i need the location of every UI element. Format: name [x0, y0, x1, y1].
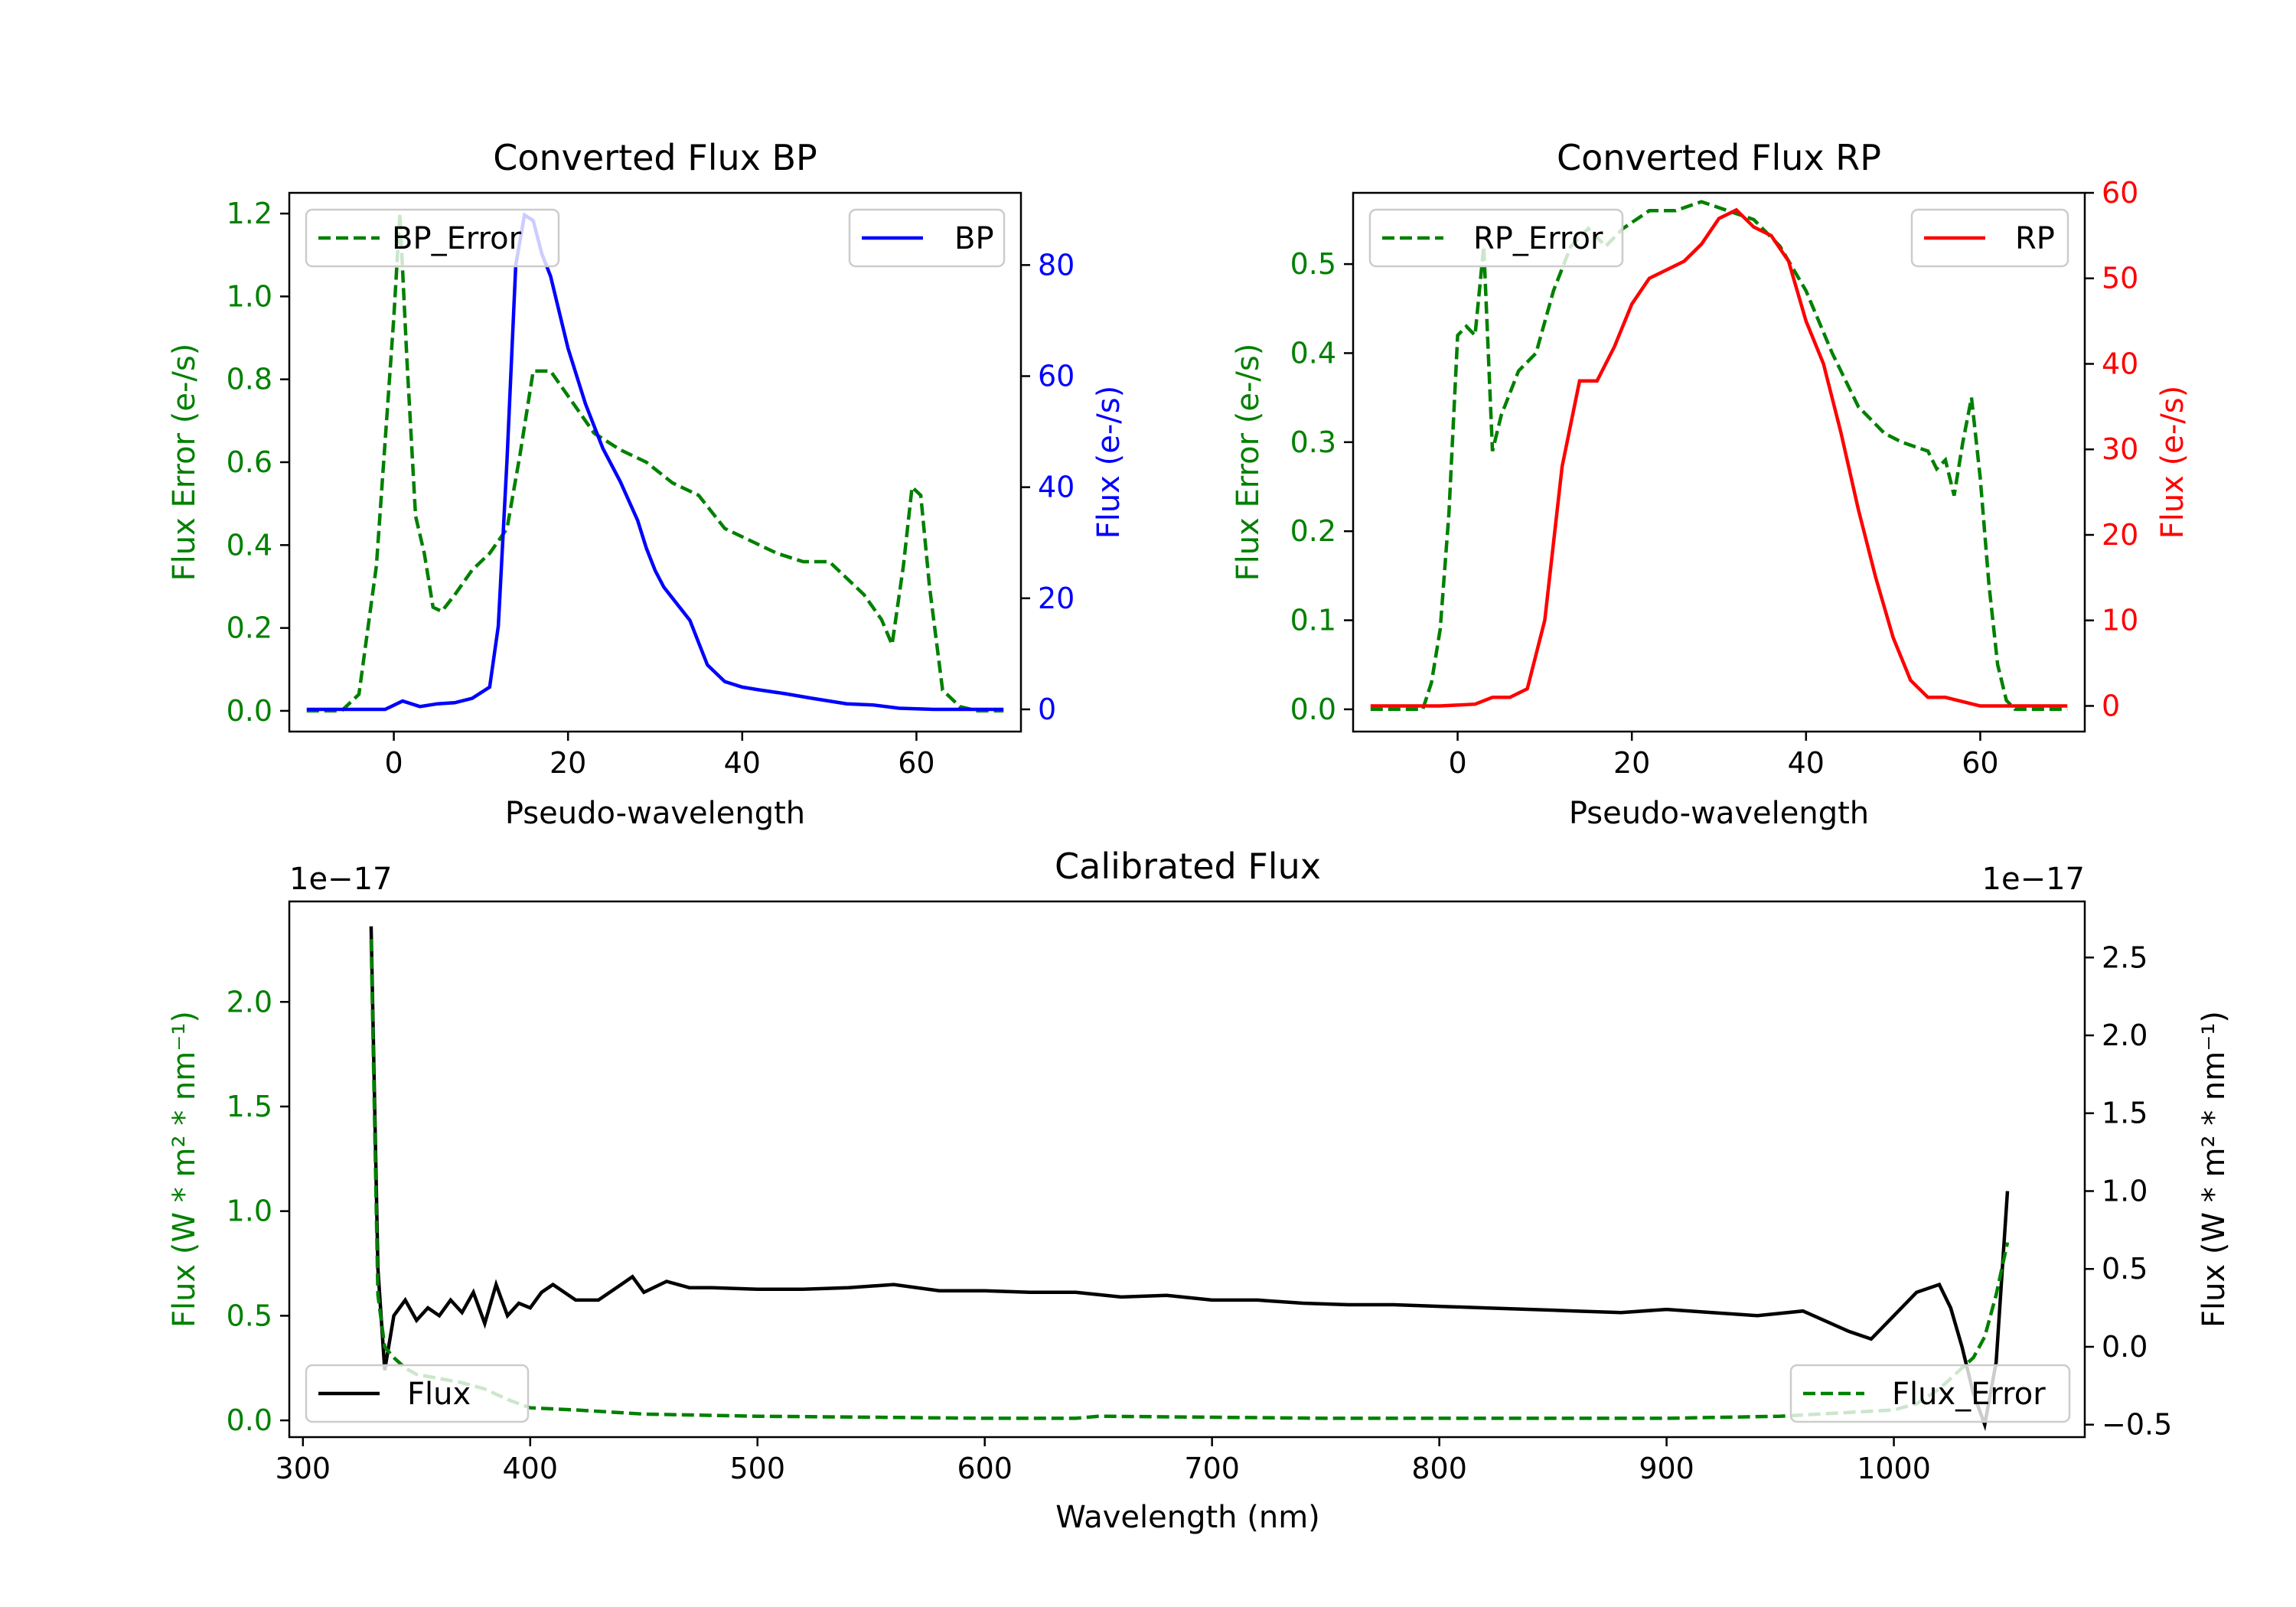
- bp-xtick-label: 40: [724, 746, 761, 780]
- rp-xtick-label: 0: [1448, 746, 1466, 780]
- rp-ytick-right-label: 0: [2102, 689, 2120, 722]
- calibrated-xtick-label: 400: [503, 1452, 559, 1485]
- chart-bp-ylabel-right: Flux (e-/s): [1091, 386, 1127, 539]
- rp-legend: RP: [1910, 208, 2069, 268]
- flux-error-legend-label: Flux_Error: [1892, 1377, 2046, 1412]
- calibrated-ytick-right-label: 0.5: [2102, 1252, 2148, 1286]
- calibrated-flux-line: [369, 926, 2010, 1432]
- calibrated-xtick-label: 700: [1184, 1452, 1240, 1485]
- bp-ytick-right-label: 20: [1038, 582, 1075, 615]
- rp-ytick-left-label: 0.0: [1290, 693, 1336, 726]
- rp-ytick-right-label: 60: [2102, 176, 2138, 210]
- chart-calibrated: Calibrated Flux 1e−17 1e−17 300 400 500 600…: [167, 846, 2232, 1535]
- calibrated-ytick-left-label: 0.5: [227, 1299, 272, 1332]
- rp-ytick-right-label: 30: [2102, 432, 2138, 466]
- chart-bp-axes: 0 20 40 60 0.0 0.2 0.4 0.6 0.8 1.0 1.2 0 20 40 60 80: [227, 197, 1075, 780]
- bp-ytick-right-label: 0: [1038, 693, 1056, 726]
- calibrated-ytick-right-label: 0.0: [2102, 1330, 2148, 1364]
- bp-legend-label: BP: [954, 221, 994, 256]
- calibrated-xtick-label: 500: [729, 1452, 785, 1485]
- chart-calibrated-frame: [288, 900, 2086, 1439]
- bp-ytick-left-label: 0.4: [227, 528, 272, 562]
- chart-calibrated-xlabel: Wavelength (nm): [1055, 1500, 1320, 1535]
- calibrated-ytick-right-label: 2.5: [2102, 940, 2148, 974]
- rp-legend-box: [1910, 208, 2069, 268]
- rp-ytick-right-label: 40: [2102, 347, 2138, 380]
- bp-ytick-left-label: 0.0: [227, 694, 272, 728]
- chart-rp-frame: [1352, 191, 2086, 733]
- rp-ytick-right-label: 20: [2102, 518, 2138, 552]
- calibrated-ytick-right-label: 2.0: [2102, 1019, 2148, 1052]
- calibrated-ytick-right-label: 1.5: [2102, 1097, 2148, 1130]
- rp-xtick-label: 20: [1613, 746, 1650, 780]
- calibrated-xtick-label: 300: [276, 1452, 331, 1485]
- rp-ytick-left-label: 0.1: [1290, 604, 1336, 637]
- bp-ytick-left-label: 0.2: [227, 611, 272, 645]
- calibrated-ytick-left-label: 2.0: [227, 985, 272, 1019]
- flux-error-legend: Flux_Error: [1789, 1364, 2071, 1423]
- flux-error-legend-box: [1789, 1364, 2071, 1423]
- calibrated-xtick-label: 1000: [1857, 1452, 1931, 1485]
- bp-xtick-label: 0: [384, 746, 403, 780]
- rp-xtick-label: 60: [1962, 746, 1998, 780]
- chart-calibrated-ylabel-left: Flux (W * m² * nm⁻¹): [167, 1011, 202, 1328]
- bp-ytick-left-label: 0.8: [227, 363, 272, 396]
- chart-calibrated-axes: 300 400 500 600 700 800 900 1000 0.0 0.5 1.0 1.5 2.0…: [227, 940, 2173, 1485]
- rp-flux-line: [1370, 207, 2068, 708]
- bp-ytick-right-label: 80: [1038, 248, 1075, 282]
- bp-error-legend: BP_Error: [305, 208, 560, 268]
- rp-ytick-left-label: 0.4: [1290, 336, 1336, 370]
- bp-ytick-right-label: 40: [1038, 471, 1075, 504]
- chart-bp-ylabel-left: Flux Error (e-/s): [167, 344, 202, 582]
- bp-legend-box: [848, 208, 1006, 268]
- rp-error-legend-label: RP_Error: [1473, 221, 1603, 256]
- chart-bp-frame: [288, 191, 1022, 733]
- calibrated-ytick-right-label: 1.0: [2102, 1174, 2148, 1208]
- rp-error-legend: RP_Error: [1368, 208, 1624, 268]
- rp-error-legend-box: [1368, 208, 1624, 268]
- chart-rp-axes: 0 20 40 60 0.0 0.1 0.2 0.3 0.4 0.5 0 10 20 30 40 50 60: [1290, 176, 2139, 780]
- rp-legend-label: RP: [2015, 221, 2055, 256]
- bp-ytick-left-label: 1.2: [227, 197, 272, 230]
- calibrated-ytick-right-label: −0.5: [2102, 1408, 2172, 1442]
- flux-legend: Flux: [305, 1364, 530, 1423]
- bp-xtick-label: 60: [898, 746, 934, 780]
- chart-bp: Converted Flux BP 0 20 40 60 0.0 0.2 0.4 0.6 0.8…: [167, 137, 1127, 831]
- chart-calibrated-offset-right: 1e−17: [1982, 862, 2085, 897]
- chart-rp-ylabel-left: Flux Error (e-/s): [1231, 344, 1266, 582]
- chart-rp-xlabel: Pseudo-wavelength: [1569, 796, 1869, 831]
- chart-rp-ylabel-right: Flux (e-/s): [2155, 386, 2190, 539]
- rp-ytick-left-label: 0.5: [1290, 247, 1336, 281]
- chart-bp-xlabel: Pseudo-wavelength: [505, 796, 805, 831]
- rp-error-line: [1370, 200, 2068, 712]
- calibrated-ytick-left-label: 1.0: [227, 1195, 272, 1228]
- bp-ytick-right-label: 60: [1038, 360, 1075, 393]
- chart-calibrated-title: Calibrated Flux: [1055, 846, 1321, 887]
- chart-rp: Converted Flux RP 0 20 40 60 0.0 0.1 0.2 0.3 0.4…: [1231, 137, 2190, 831]
- bp-ytick-left-label: 1.0: [227, 279, 272, 313]
- rp-ytick-right-label: 50: [2102, 262, 2138, 295]
- chart-bp-title: Converted Flux BP: [493, 137, 817, 178]
- calibrated-ytick-left-label: 0.0: [227, 1403, 272, 1437]
- rp-ytick-right-label: 10: [2102, 604, 2138, 637]
- calibrated-xtick-label: 600: [957, 1452, 1013, 1485]
- bp-error-legend-box: [305, 208, 560, 268]
- bp-flux-line: [306, 212, 1004, 712]
- bp-legend: BP: [848, 208, 1006, 268]
- flux-legend-box: [305, 1364, 530, 1423]
- chart-calibrated-ylabel-right: Flux (W * m² * nm⁻¹): [2197, 1011, 2232, 1328]
- chart-rp-title: Converted Flux RP: [1557, 137, 1881, 178]
- flux-legend-label: Flux: [407, 1377, 471, 1412]
- chart-calibrated-offset-left: 1e−17: [289, 862, 392, 897]
- calibrated-xtick-label: 800: [1411, 1452, 1467, 1485]
- bp-xtick-label: 20: [550, 746, 586, 780]
- rp-ytick-left-label: 0.2: [1290, 514, 1336, 548]
- rp-xtick-label: 40: [1788, 746, 1825, 780]
- calibrated-ytick-left-label: 1.5: [227, 1090, 272, 1123]
- bp-ytick-left-label: 0.6: [227, 445, 272, 479]
- rp-ytick-left-label: 0.3: [1290, 425, 1336, 459]
- calibrated-xtick-label: 900: [1639, 1452, 1694, 1485]
- bp-error-legend-label: BP_Error: [392, 221, 522, 256]
